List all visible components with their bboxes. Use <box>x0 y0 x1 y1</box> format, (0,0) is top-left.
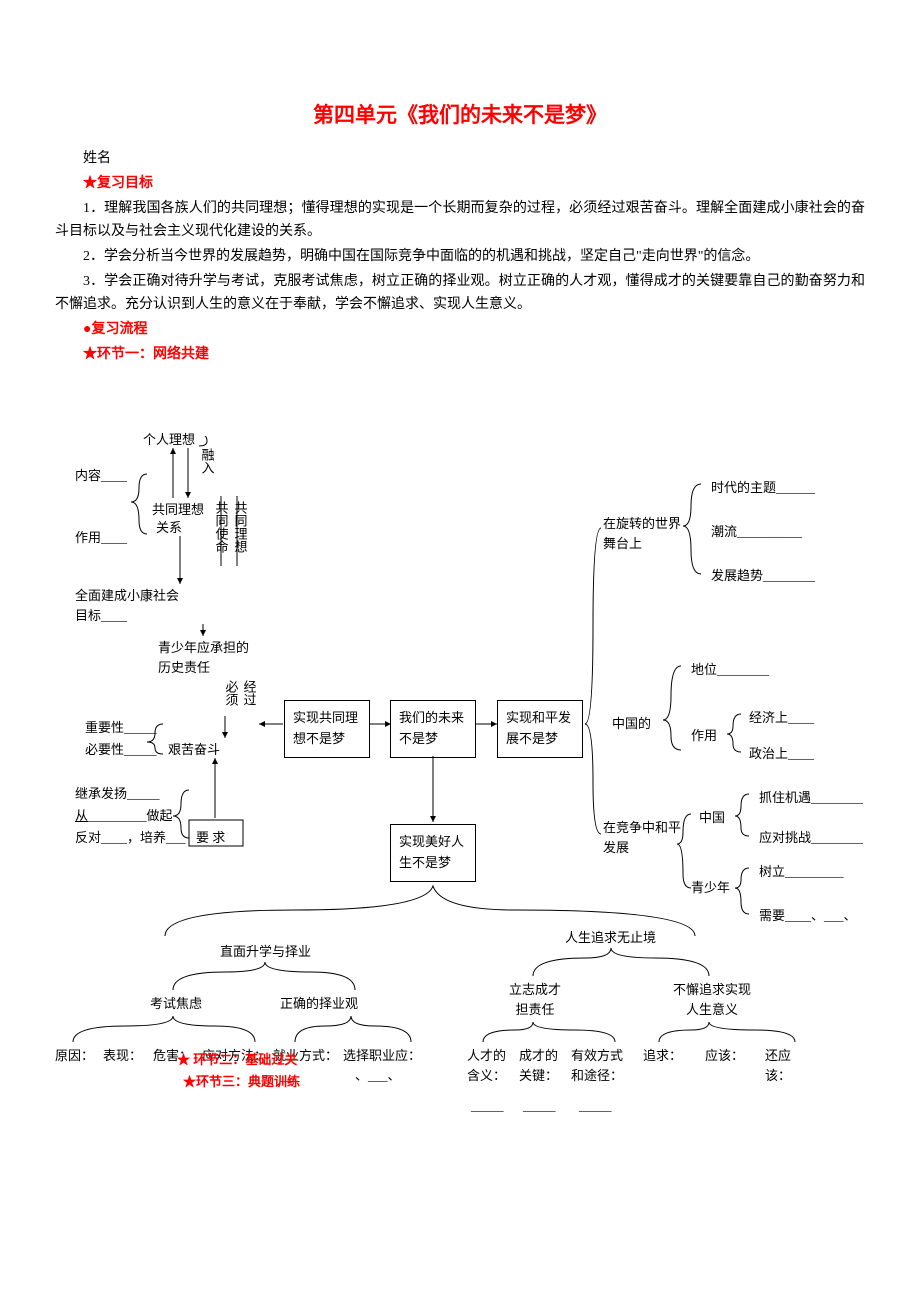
careerview-label: 正确的择业观 <box>280 994 358 1014</box>
left-box: 实现共同理想不是梦 <box>284 700 370 758</box>
establish-label: 树立_________ <box>759 862 844 882</box>
stage-1: ★环节一：网络共建 <box>55 343 865 366</box>
relation-label: 关系 <box>156 518 182 538</box>
personal-ideal: 个人理想 <box>143 430 195 450</box>
exp: 表现： <box>103 1046 142 1066</box>
goals-header: ★复习目标 <box>55 172 865 195</box>
necessity-label: 必要性_____ <box>85 740 157 760</box>
rotating-world: 在旋转的世界舞台上 <box>603 514 683 553</box>
key: 成才的关键： <box>519 1046 565 1085</box>
seek: 追求： <box>643 1046 682 1066</box>
unit-title: 第四单元《我们的未来不是梦》 <box>55 98 865 133</box>
bmid: 、___、 <box>355 1066 401 1086</box>
right-box: 实现和平发展不是梦 <box>497 700 583 758</box>
face-label: 直面升学与择业 <box>220 942 311 962</box>
ambition-label: 立志成才担责任 <box>505 980 565 1019</box>
also: 还应该： <box>765 1046 805 1085</box>
blank-e1: _____ <box>471 1096 504 1116</box>
challenge-label: 应对挑战________ <box>759 828 863 848</box>
way: 有效方式和途径： <box>571 1046 631 1085</box>
inherit-label: 继承发扬_____ <box>75 784 160 804</box>
opportunity-label: 抓住机遇________ <box>759 788 863 808</box>
goal-1: 1．理解我国各族人们的共同理想；懂得理想的实现是一个长期而复杂的过程，必须经过艰… <box>55 197 865 243</box>
must-label: 必须 <box>221 680 241 706</box>
stage-2: ★ 环节二：基础过关 <box>177 1050 297 1070</box>
goal-3: 3．学会正确对待升学与考试，克服考试焦虑，树立正确的择业观。树立正确的人才观，懂… <box>55 270 865 316</box>
importance-label: 重要性_____ <box>85 718 157 738</box>
flow-header: ●复习流程 <box>55 318 865 341</box>
common-ideal: 共同理想 <box>152 500 204 520</box>
concept-diagram: 我们的未来不是梦 实现共同理想不是梦 实现和平发展不是梦 实现美好人生不是梦 个… <box>55 436 885 1156</box>
blank-e2: _____ <box>523 1096 556 1116</box>
choose: 选择职业应： <box>343 1046 421 1066</box>
economy-label: 经济上____ <box>749 708 814 728</box>
through-label: 经过 <box>239 680 259 706</box>
name-label: 姓名 <box>55 147 865 170</box>
mission-label: 共同使命 <box>211 501 231 553</box>
ideal-vert-label: 共同理想 <box>230 501 250 553</box>
xiaokang-label: 全面建成小康社会 <box>75 586 179 606</box>
compete-label: 在竞争中和平发展 <box>603 818 683 857</box>
bottom-box: 实现美好人生不是梦 <box>390 824 476 882</box>
china2-label: 中国 <box>699 808 725 828</box>
reason: 原因： <box>55 1046 94 1066</box>
goal-2: 2．学会分析当今世界的发展趋势，明确中国在国际竞争中面临的的机遇和挑战，坚定自己… <box>55 245 865 268</box>
hardwork-label: 艰苦奋斗 <box>168 740 220 760</box>
youth-duty: 青少年应承担的历史责任 <box>158 638 258 677</box>
from-do-label: 从_________做起 <box>75 806 173 826</box>
talent: 人才的含义： <box>467 1046 513 1085</box>
persist-label: 不懈追求实现人生意义 <box>667 980 757 1019</box>
center-box: 我们的未来不是梦 <box>390 700 476 758</box>
stage-3: ★环节三：典题训练 <box>183 1072 300 1092</box>
content-label: 内容____ <box>75 466 127 486</box>
pursuit-label: 人生追求无止境 <box>565 928 656 948</box>
china-label: 中国的 <box>612 714 651 734</box>
merge-label: 融入 <box>197 448 217 474</box>
role-label: 作用____ <box>75 528 127 548</box>
require-label: 要 求 <box>196 828 225 848</box>
role2-label: 作用 <box>691 726 717 746</box>
trend-label: 潮流__________ <box>711 522 802 542</box>
devtrend-label: 发展趋势________ <box>711 566 815 586</box>
theme-label: 时代的主题______ <box>711 478 815 498</box>
need-label: 需要____、___、 <box>759 906 857 926</box>
blank-e3: _____ <box>579 1096 612 1116</box>
target-label: 目标____ <box>75 606 127 626</box>
should: 应该： <box>705 1046 745 1066</box>
youth-label: 青少年 <box>691 878 730 898</box>
anxiety-label: 考试焦虑 <box>150 994 202 1014</box>
politics-label: 政治上____ <box>749 744 814 764</box>
position-label: 地位________ <box>691 660 769 680</box>
oppose-label: 反对____，培养___ <box>75 828 186 848</box>
